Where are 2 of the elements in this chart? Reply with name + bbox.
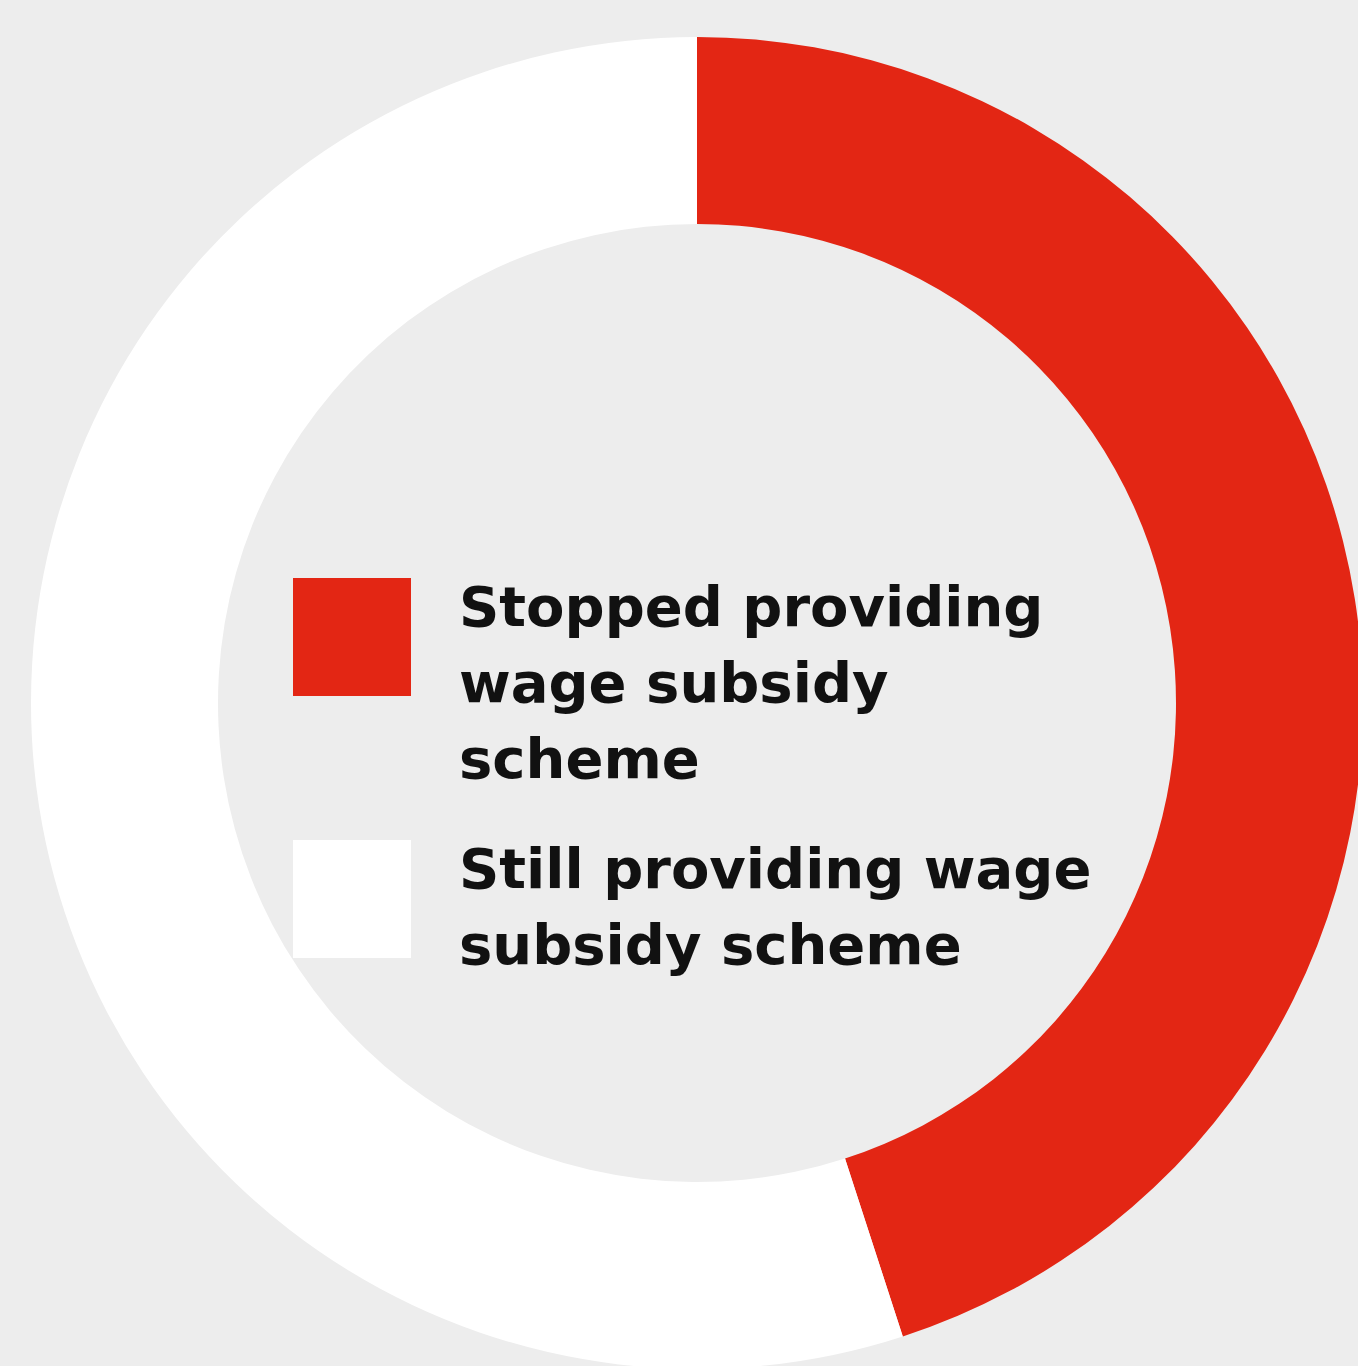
legend-label: Still providing wage subsidy scheme: [459, 836, 1092, 977]
legend-label: Stopped providing wage subsidy scheme: [459, 574, 1044, 791]
